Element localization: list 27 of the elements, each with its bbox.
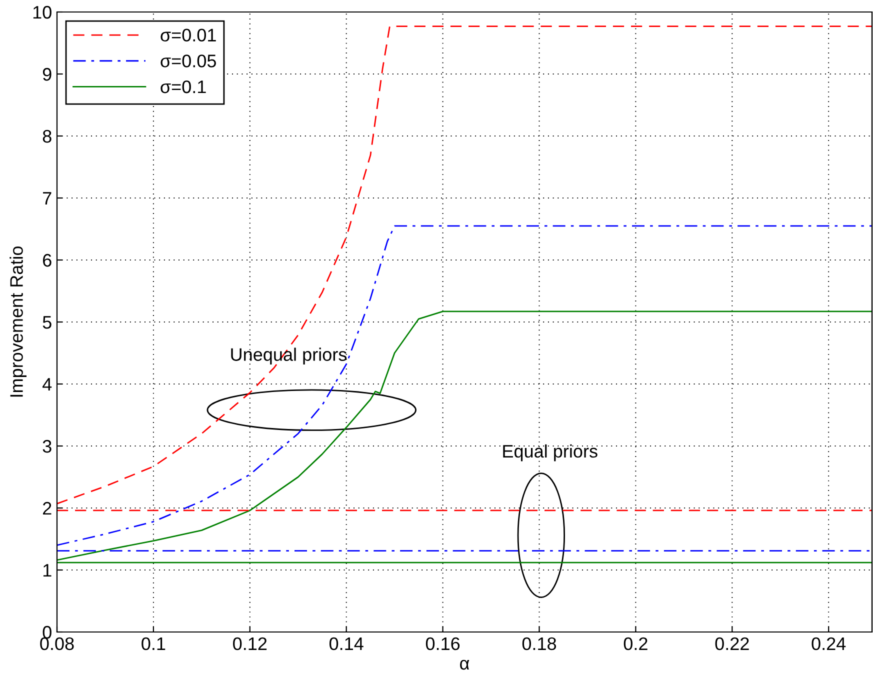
legend-label: σ=0.1 [160, 80, 206, 94]
y-tick-label: 6 [43, 254, 52, 267]
y-tick-label: 8 [42, 130, 52, 143]
x-tick-label: 0.14 [329, 637, 364, 650]
y-tick-label: 4 [42, 378, 52, 391]
annotation: Unequal priors [231, 348, 347, 365]
x-tick-label: 0.08 [40, 637, 74, 650]
y-tick-label: 9 [42, 68, 52, 81]
y-tick-label: 10 [33, 6, 52, 19]
y-tick-label: 3 [42, 440, 52, 453]
y-tick-label: 1 [43, 564, 52, 577]
legend-label: σ=0.01 [160, 28, 216, 42]
legend-label: σ=0.05 [160, 54, 216, 68]
y-tick-label: 7 [43, 192, 52, 205]
x-tick-label: 0.1 [142, 637, 166, 650]
x-tick-label: 0.24 [812, 637, 846, 650]
y-tick-label: 5 [42, 316, 52, 329]
y-tick-label: 2 [43, 502, 52, 515]
x-tick-label: 0.2 [624, 637, 648, 650]
annotation: Equal priors [503, 444, 598, 462]
y-axis-title: Improvement Ratio [10, 246, 26, 397]
x-tick-label: 0.12 [233, 637, 267, 650]
x-tick-label: 0.18 [522, 637, 556, 650]
x-axis-title: α [460, 660, 470, 670]
x-tick-label: 0.16 [426, 637, 460, 650]
x-tick-label: 0.22 [715, 637, 749, 650]
y-tick-label: 0 [42, 626, 52, 639]
